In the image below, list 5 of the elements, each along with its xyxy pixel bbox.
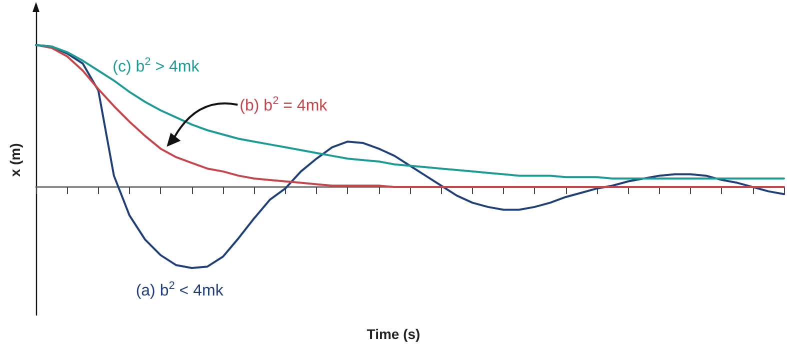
series-label: (c) b$^{2}$ > 4mk: [112, 56, 200, 77]
y-axis-title: x (m): [7, 143, 23, 177]
x-axis-title: Time (s): [366, 326, 420, 342]
series-label: (a) b$^{2}$ < 4mk: [136, 280, 224, 300]
text: (b) b$^{2}$ = 4mk: [240, 94, 328, 116]
